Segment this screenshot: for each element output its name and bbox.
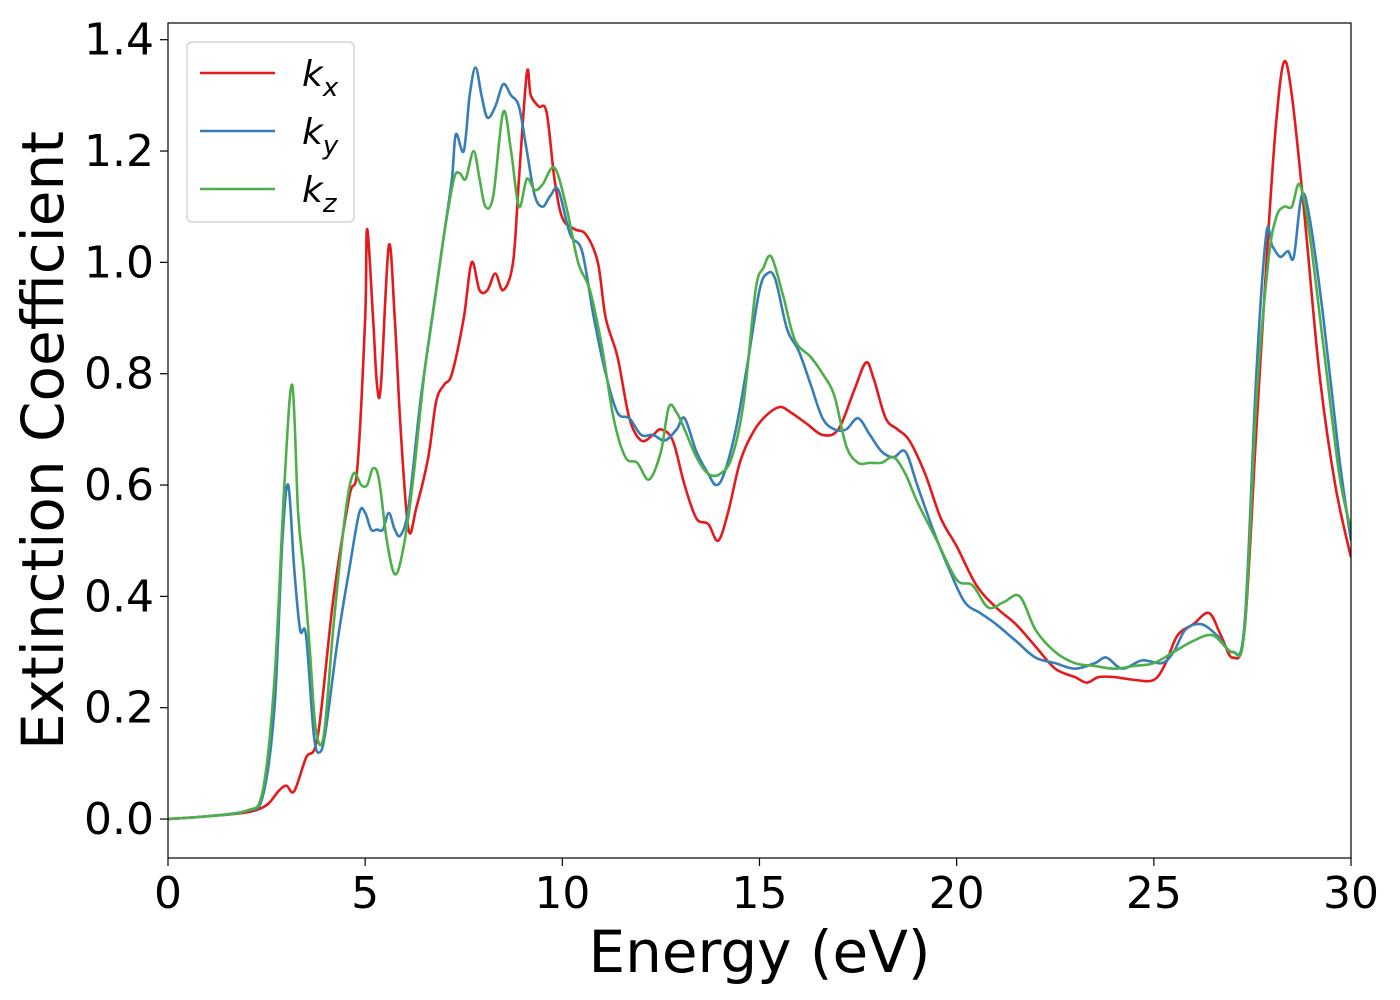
legend-label-subscript: x — [322, 73, 339, 103]
legend-label-subscript: z — [322, 189, 338, 219]
x-tick-label: 10 — [534, 868, 590, 919]
plot-frame — [167, 22, 1352, 859]
y-tick-label: 0.2 — [84, 683, 154, 734]
y-tick-label: 1.4 — [84, 15, 154, 66]
x-tick-label: 25 — [1126, 868, 1182, 919]
legend-label: kx — [302, 54, 339, 103]
plot-layer — [168, 59, 1351, 821]
x-tick-label: 30 — [1323, 868, 1379, 919]
y-tick-label: 1.0 — [84, 237, 154, 288]
y-tick-label: 1.2 — [84, 126, 154, 177]
legend-label-base: k — [302, 112, 325, 153]
legend-label: ky — [302, 112, 339, 161]
legend-label: kz — [302, 170, 338, 219]
x-tick-label: 5 — [351, 868, 379, 919]
ticks-layer: 0 5 10 15 20 25 30 0.0 0.2 0.4 0.6 0.8 1.0 1.2 1.4 — [84, 15, 1379, 919]
x-axis-title: Energy (eV) — [588, 918, 930, 986]
x-tick-label: 20 — [929, 868, 985, 919]
legend-label-base: k — [302, 170, 325, 211]
y-tick-label: 0.4 — [84, 571, 154, 622]
y-axis-title: Extinction Coefficient — [9, 131, 77, 750]
legend-label-base: k — [302, 54, 325, 95]
x-tick-label: 0 — [154, 868, 182, 919]
x-tick-label: 15 — [732, 868, 788, 919]
y-tick-label: 0.6 — [84, 460, 154, 511]
series-line-kz — [168, 109, 1351, 821]
legend-label-subscript: y — [322, 131, 339, 161]
y-tick-label: 0.0 — [84, 794, 154, 845]
y-tick-label: 0.8 — [84, 349, 154, 400]
